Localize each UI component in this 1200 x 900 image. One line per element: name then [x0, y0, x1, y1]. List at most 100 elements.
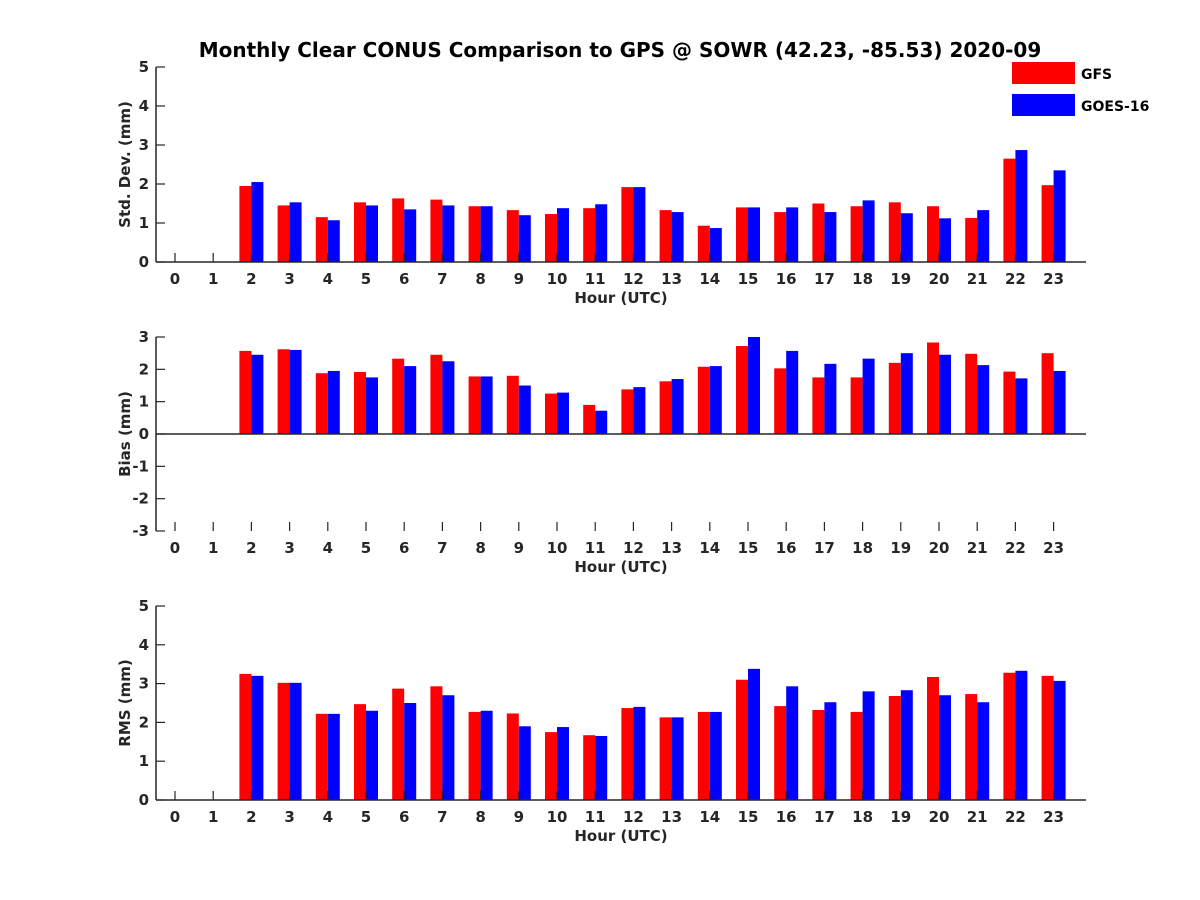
rms-x-tick-label: 19 [890, 808, 911, 826]
std-dev-bar-goes16-3 [289, 202, 302, 262]
std-dev-bar-goes16-22 [1015, 150, 1028, 262]
bias-x-tick-label: 3 [284, 539, 294, 557]
bias-bar-gfs-5 [354, 371, 366, 434]
rms-bar-gfs-12 [621, 708, 634, 800]
std-dev-x-tick-label: 18 [852, 270, 873, 288]
rms-y-tick-label: 2 [139, 713, 149, 731]
bias-y-tick-label: -3 [132, 522, 149, 540]
rms-bar-goes16-21 [977, 702, 990, 800]
legend-swatch-gfs [1012, 62, 1075, 84]
bias-bar-goes16-5 [366, 377, 378, 434]
std-dev-x-tick-label: 14 [699, 270, 720, 288]
rms-x-tick-label: 12 [623, 808, 644, 826]
bias-bar-goes16-6 [404, 366, 417, 434]
bias-bar-goes16-3 [289, 349, 302, 434]
std-dev-bar-goes16-21 [977, 210, 990, 262]
bias-y-tick-label: 1 [139, 393, 149, 411]
bias-x-axis-label: Hour (UTC) [574, 558, 667, 576]
bias-bar-goes16-11 [595, 410, 608, 434]
std-dev-x-tick-label: 2 [246, 270, 256, 288]
rms-bar-goes16-2 [251, 675, 264, 800]
std-dev-x-tick-label: 7 [437, 270, 447, 288]
bias-bar-goes16-14 [709, 366, 722, 434]
figure-title: Monthly Clear CONUS Comparison to GPS @ … [199, 38, 1042, 62]
bias-bar-gfs-20 [927, 342, 939, 434]
bias-bar-gfs-10 [545, 393, 557, 434]
std-dev-bar-goes16-4 [327, 220, 340, 262]
rms-bar-gfs-20 [927, 677, 939, 800]
bias-bar-gfs-2 [239, 350, 252, 434]
std-dev-bar-goes16-19 [900, 213, 913, 262]
rms-bar-goes16-9 [518, 726, 531, 800]
std-dev-x-tick-label: 16 [776, 270, 797, 288]
std-dev-bar-goes16-5 [366, 205, 378, 262]
std-dev-bar-goes16-13 [671, 212, 684, 262]
bias-bar-goes16-13 [671, 379, 684, 434]
bias-bar-gfs-8 [468, 376, 481, 434]
std-dev-bar-gfs-6 [392, 198, 405, 262]
bias-bar-goes16-21 [977, 365, 990, 434]
rms-bar-goes16-10 [557, 727, 569, 800]
rms-x-tick-label: 7 [437, 808, 447, 826]
bias-bar-gfs-15 [736, 346, 748, 434]
std-dev-x-tick-label: 6 [399, 270, 409, 288]
std-dev-bar-goes16-16 [786, 207, 799, 262]
bias-x-tick-label: 17 [814, 539, 835, 557]
rms-x-axis-label: Hour (UTC) [574, 827, 667, 845]
std-dev-bar-gfs-16 [774, 212, 787, 262]
std-dev-y-tick-label: 3 [139, 136, 149, 154]
legend: GFS GOES-16 [1012, 62, 1149, 116]
bias-x-tick-label: 2 [246, 539, 256, 557]
bias-x-tick-label: 5 [361, 539, 371, 557]
bias-x-tick-label: 9 [514, 539, 524, 557]
bias-bar-gfs-16 [774, 368, 787, 434]
bias-x-tick-label: 4 [323, 539, 333, 557]
rms-y-tick-label: 5 [139, 597, 149, 615]
std-dev-x-tick-label: 19 [890, 270, 911, 288]
std-dev-bar-gfs-21 [965, 217, 978, 262]
bias-bar-gfs-4 [315, 373, 328, 434]
std-dev-y-tick-label: 2 [139, 175, 149, 193]
std-dev-bar-goes16-15 [748, 207, 760, 262]
rms-x-tick-label: 10 [547, 808, 568, 826]
rms-x-tick-label: 21 [967, 808, 988, 826]
bias-bar-gfs-12 [621, 389, 634, 434]
std-dev-x-tick-label: 20 [929, 270, 950, 288]
std-dev-bar-goes16-6 [404, 209, 417, 262]
std-dev-bar-goes16-20 [939, 218, 951, 262]
rms-x-tick-label: 3 [284, 808, 294, 826]
bias-bar-gfs-21 [965, 353, 978, 434]
std-dev-bar-gfs-23 [1041, 185, 1054, 262]
std-dev-x-tick-label: 17 [814, 270, 835, 288]
bias-x-tick-label: 14 [699, 539, 720, 557]
rms-y-tick-label: 0 [139, 791, 149, 809]
rms-bar-goes16-7 [442, 695, 455, 800]
rms-bar-gfs-21 [965, 694, 978, 800]
rms-bar-goes16-14 [709, 711, 722, 800]
std-dev-bar-gfs-5 [354, 202, 366, 262]
std-dev-bar-gfs-3 [277, 205, 290, 262]
std-dev-bar-goes16-17 [824, 212, 837, 262]
std-dev-y-tick-label: 5 [139, 58, 149, 76]
std-dev-bar-gfs-22 [1003, 158, 1016, 262]
rms-bar-goes16-20 [939, 695, 951, 800]
rms-bar-gfs-5 [354, 704, 366, 800]
rms-bar-goes16-17 [824, 702, 837, 800]
rms-bar-goes16-3 [289, 682, 302, 800]
bias-x-tick-label: 16 [776, 539, 797, 557]
rms-bar-gfs-23 [1041, 675, 1054, 800]
rms-bar-goes16-6 [404, 703, 417, 800]
bias-bar-goes16-20 [939, 354, 951, 434]
bias-x-tick-label: 23 [1043, 539, 1064, 557]
rms-x-tick-label: 5 [361, 808, 371, 826]
bias-bar-gfs-11 [583, 404, 596, 434]
legend-swatch-goes16 [1012, 94, 1075, 116]
rms-x-tick-label: 16 [776, 808, 797, 826]
bias-bar-goes16-2 [251, 354, 264, 434]
rms-bar-goes16-16 [786, 686, 799, 800]
rms-bar-gfs-14 [697, 711, 710, 800]
std-dev-x-tick-label: 5 [361, 270, 371, 288]
std-dev-x-tick-label: 22 [1005, 270, 1026, 288]
bias-y-tick-label: 3 [139, 328, 149, 346]
